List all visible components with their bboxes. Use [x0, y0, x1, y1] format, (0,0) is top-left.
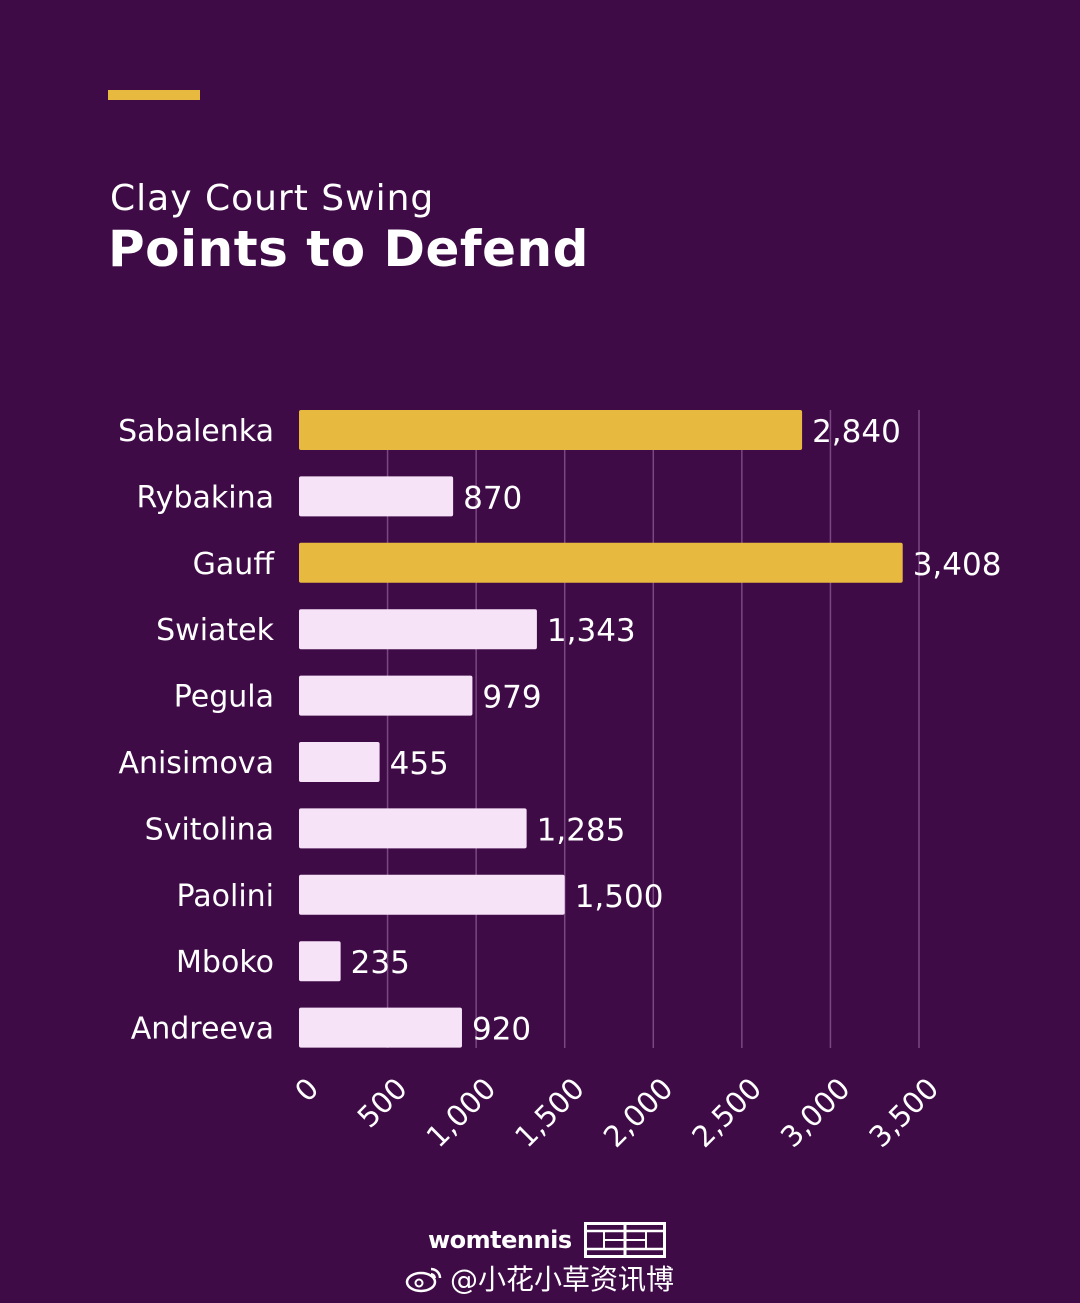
- value-label: 2,840: [812, 414, 901, 450]
- category-label: Andreeva: [131, 1012, 274, 1047]
- category-label: Anisimova: [118, 746, 274, 781]
- category-label: Rybakina: [137, 480, 275, 515]
- bar: [299, 410, 803, 450]
- tick-label: 1,000: [420, 1071, 503, 1154]
- footer-logo: womtennis: [428, 1222, 666, 1258]
- value-label: 455: [390, 746, 449, 782]
- bar: [299, 609, 537, 650]
- watermark-text: @小花小草资讯博: [450, 1263, 675, 1296]
- tick-label: 3,000: [774, 1071, 857, 1154]
- bar: [299, 941, 341, 982]
- value-label: 870: [463, 480, 522, 516]
- value-label: 979: [482, 680, 541, 716]
- bar: [299, 808, 527, 849]
- value-label: 1,343: [547, 613, 636, 649]
- bar: [299, 476, 454, 517]
- tick-label: 3,500: [862, 1071, 945, 1154]
- tick-label: 500: [351, 1071, 414, 1134]
- bar: [299, 542, 903, 583]
- chart-subtitle: Clay Court Swing: [110, 178, 435, 219]
- value-label: 1,285: [537, 812, 626, 848]
- tick-label: 2,500: [685, 1071, 768, 1154]
- category-label: Sabalenka: [118, 414, 274, 449]
- category-label: Pegula: [174, 680, 274, 715]
- category-label: Gauff: [193, 547, 276, 582]
- bar: [299, 675, 473, 716]
- accent-bar: [108, 90, 200, 100]
- weibo-icon: [405, 1267, 442, 1293]
- chart-title: Points to Defend: [108, 220, 589, 278]
- bar: [299, 742, 380, 782]
- value-label: 1,500: [575, 879, 664, 915]
- tick-label: 2,000: [597, 1071, 680, 1154]
- category-label: Svitolina: [145, 812, 274, 847]
- value-label: 235: [351, 945, 410, 981]
- bar: [299, 874, 565, 915]
- tick-label: 1,500: [508, 1071, 591, 1154]
- value-label: 920: [472, 1012, 531, 1048]
- value-label: 3,408: [913, 547, 1002, 583]
- category-label: Mboko: [176, 945, 274, 980]
- brand-name: womtennis: [428, 1226, 572, 1254]
- tennis-court-icon: [583, 1222, 666, 1258]
- watermark: @小花小草资讯博: [404, 1258, 674, 1298]
- tick-label: 0: [288, 1071, 325, 1108]
- category-label: Swiatek: [156, 613, 275, 648]
- category-label: Paolini: [177, 879, 275, 914]
- bar: [299, 1007, 462, 1048]
